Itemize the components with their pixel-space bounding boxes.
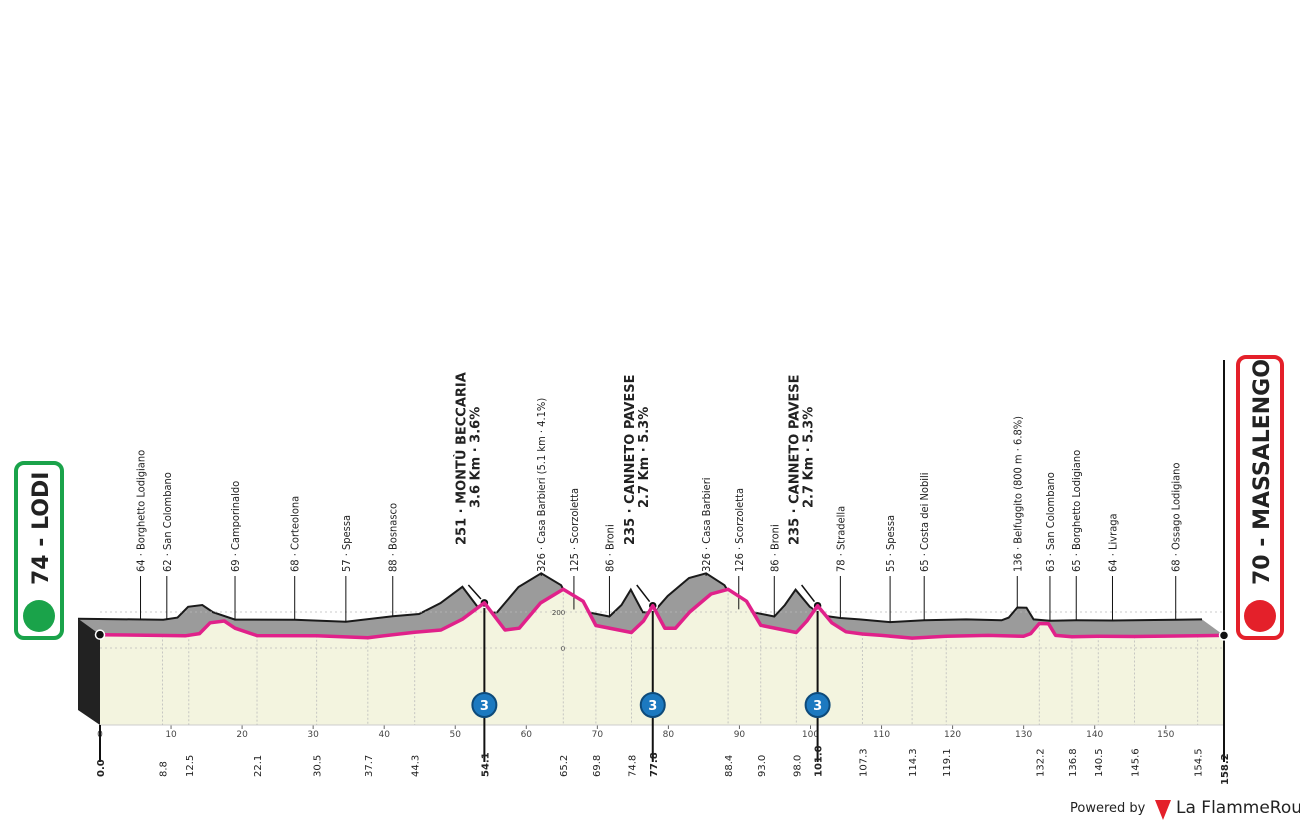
- km-label: 8.8: [159, 761, 170, 777]
- start-icon: [23, 600, 55, 632]
- km-label: 145.6: [1130, 748, 1141, 777]
- x-tick-label: 150: [1157, 730, 1174, 740]
- y-tick-label: 200: [552, 609, 565, 617]
- waypoint-label: 126 · Scorzoletta: [733, 488, 746, 572]
- km-label: 22.1: [253, 755, 264, 777]
- km-label: 12.5: [185, 755, 196, 777]
- plot: 0200010203040506070809010011012013014015…: [77, 360, 1231, 785]
- x-tick-label: 10: [165, 730, 177, 740]
- km-label: 132.2: [1035, 748, 1046, 777]
- km-label: 74.8: [627, 755, 638, 777]
- finish-label: 70 - MASSALENGO: [1250, 359, 1275, 585]
- waypoint-label: 64 · Borghetto Lodigiano: [135, 450, 148, 572]
- y-tick-label: 0: [561, 645, 565, 653]
- climb-name: 235 · CANNETO PAVESE: [788, 374, 803, 545]
- kom-category: 3: [480, 699, 489, 714]
- km-label: 44.3: [411, 755, 422, 777]
- x-tick-label: 40: [378, 730, 390, 740]
- km-label: 101.0: [814, 745, 825, 777]
- x-tick-label: 30: [307, 730, 319, 740]
- finish-km: 158.2: [1220, 753, 1231, 785]
- climb-detail: 3.6 Km · 3.6%: [468, 407, 483, 508]
- climb-name: 251 · MONTÙ BECCARIA: [453, 372, 469, 545]
- km-label: 114.3: [908, 748, 919, 777]
- kom-badge: [639, 692, 666, 718]
- profile-area: [100, 589, 1224, 725]
- km-label: 107.3: [858, 748, 869, 777]
- x-tick-label: 120: [944, 730, 961, 740]
- kom-category: 3: [813, 699, 822, 714]
- waypoint-label: 125 · Scorzoletta: [568, 488, 581, 572]
- km-label: 54.1: [480, 752, 491, 777]
- km-label: 119.1: [942, 748, 953, 777]
- km-label: 77.8: [649, 752, 660, 777]
- x-tick-label: 50: [450, 730, 462, 740]
- waypoint-label: 55 · Spessa: [884, 515, 897, 572]
- km-label: 65.2: [559, 755, 570, 777]
- relief-edge: [77, 572, 1203, 624]
- finish-dot: [1218, 630, 1230, 641]
- km-label: 98.0: [792, 755, 803, 777]
- waypoint-label: 86 · Broni: [603, 524, 616, 572]
- brand-logo: [1155, 800, 1171, 820]
- km-label: 30.5: [313, 755, 324, 777]
- x-tick-label: 90: [734, 730, 746, 740]
- finish-badge: [1236, 355, 1284, 640]
- x-tick-label: 70: [592, 730, 604, 740]
- waypoint-label: 64 · Livraga: [1106, 513, 1119, 572]
- waypoint-label: 136 · Belfuggito (800 m · 6.8%): [1011, 416, 1024, 572]
- km-label: 93.0: [757, 755, 768, 777]
- x-tick-label: 60: [521, 730, 533, 740]
- waypoint-label: 63 · San Colombano: [1044, 472, 1057, 572]
- x-tick-label: 140: [1086, 730, 1103, 740]
- start-wall: [78, 618, 100, 725]
- waypoint-label: 326 · Casa Barbieri: [700, 477, 713, 572]
- kom-category: 3: [648, 699, 657, 714]
- waypoint-label: 65 · Costa dei Nobili: [918, 473, 931, 572]
- x-tick-label: 110: [873, 730, 890, 740]
- finish-icon: [1244, 600, 1276, 632]
- km-label: 154.5: [1194, 748, 1205, 777]
- km-label: 69.8: [592, 755, 603, 777]
- powered-by: Powered by: [1070, 801, 1146, 816]
- relief: [78, 573, 1224, 639]
- km-label: 136.8: [1068, 748, 1079, 777]
- x-tick-label: 20: [236, 730, 248, 740]
- x-tick-label: 80: [663, 730, 675, 740]
- waypoint-label: 57 · Spessa: [340, 515, 353, 572]
- km-label: 88.4: [724, 755, 735, 777]
- climb-name: 235 · CANNETO PAVESE: [623, 374, 638, 545]
- start-badge: [14, 461, 64, 640]
- waypoint-label: 69 · Camporinaldo: [229, 481, 242, 572]
- waypoint-label: 68 · Ossago Lodigiano: [1170, 463, 1183, 573]
- start-label: 74 - LODI: [29, 472, 54, 585]
- waypoint-label: 326 · Casa Barbieri (5.1 km · 4.1%): [535, 398, 548, 572]
- km-label: 37.7: [364, 755, 375, 777]
- kom-badge: [471, 692, 498, 718]
- waypoint-label: 88 · Bosnasco: [387, 503, 400, 572]
- brand: La FlammeRouge: [1176, 798, 1300, 818]
- waypoint-label: 68 · Corteolona: [289, 496, 302, 572]
- waypoint-label: 86 · Broni: [768, 524, 781, 572]
- waypoint-label: 65 · Borghetto Lodigiano: [1070, 450, 1083, 572]
- climb-detail: 2.7 Km · 5.3%: [802, 407, 817, 508]
- start-dot: [94, 629, 106, 640]
- climb-detail: 2.7 Km · 5.3%: [637, 407, 652, 508]
- start-km: 0.0: [96, 759, 107, 777]
- profile-line: [99, 587, 1225, 640]
- kom-badge: [804, 692, 831, 718]
- x-tick-label: 130: [1015, 730, 1032, 740]
- waypoint-label: 78 · Stradella: [834, 506, 847, 572]
- waypoint-label: 62 · San Colombano: [161, 472, 174, 572]
- x-tick-label: 100: [802, 730, 819, 740]
- km-label: 140.5: [1094, 748, 1105, 777]
